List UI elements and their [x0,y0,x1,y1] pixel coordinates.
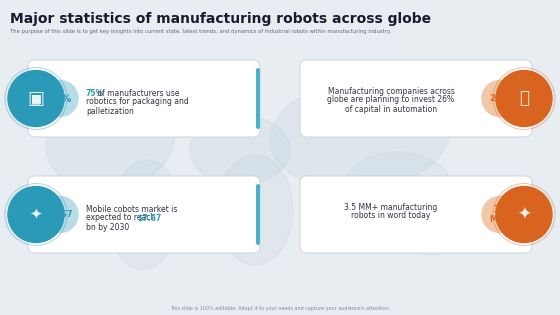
Text: ✦: ✦ [30,207,43,222]
Text: robots in word today: robots in word today [351,211,431,220]
FancyBboxPatch shape [300,176,532,253]
Circle shape [496,71,552,127]
Polygon shape [518,210,526,219]
Ellipse shape [217,155,293,265]
Text: Major statistics of manufacturing robots across globe: Major statistics of manufacturing robots… [10,12,431,26]
Ellipse shape [395,205,465,255]
Text: 3.5
MM+: 3.5 MM+ [489,205,511,224]
Text: The purpose of this slide is to get key insights into current state, latest tren: The purpose of this slide is to get key … [10,29,391,34]
Circle shape [482,197,518,232]
FancyBboxPatch shape [28,176,260,253]
FancyBboxPatch shape [300,60,532,137]
Text: of capital in automation: of capital in automation [345,105,437,113]
Text: 75%: 75% [86,89,104,98]
Polygon shape [34,94,42,102]
Text: robotics for packaging and: robotics for packaging and [86,98,189,106]
Text: ▣: ▣ [27,89,44,107]
Circle shape [482,81,518,117]
Circle shape [42,81,78,117]
Polygon shape [34,210,42,219]
Text: of manufacturers use: of manufacturers use [95,89,179,98]
Text: 3.5 MM+ manufacturing: 3.5 MM+ manufacturing [344,203,437,211]
Ellipse shape [137,73,193,117]
Text: palletization: palletization [86,106,134,116]
Ellipse shape [345,152,455,228]
Ellipse shape [270,80,450,190]
Text: This slide is 100% editable. Adapt it to your needs and capture your audience's : This slide is 100% editable. Adapt it to… [170,306,390,311]
Circle shape [42,197,78,232]
Text: expected to reach: expected to reach [86,214,157,222]
Ellipse shape [110,160,180,270]
Circle shape [8,71,64,127]
Text: $7.67: $7.67 [46,210,73,219]
Text: ✋: ✋ [519,89,529,107]
Text: 75%: 75% [48,94,72,104]
Text: $7.67: $7.67 [138,214,162,222]
Text: —: — [32,100,40,109]
Text: Mobile cobots market is: Mobile cobots market is [86,204,178,214]
Text: 26%: 26% [489,94,511,103]
Ellipse shape [45,89,175,191]
Text: globe are planning to invest 26%: globe are planning to invest 26% [328,95,455,105]
FancyBboxPatch shape [256,68,260,129]
FancyBboxPatch shape [256,184,260,245]
Text: bn by 2030: bn by 2030 [86,222,129,232]
Circle shape [8,186,64,243]
Circle shape [496,186,552,243]
Ellipse shape [190,115,290,185]
Polygon shape [518,94,526,102]
Text: Manufacturing companies across: Manufacturing companies across [328,87,454,95]
Text: ✦: ✦ [517,205,531,224]
FancyBboxPatch shape [28,60,260,137]
